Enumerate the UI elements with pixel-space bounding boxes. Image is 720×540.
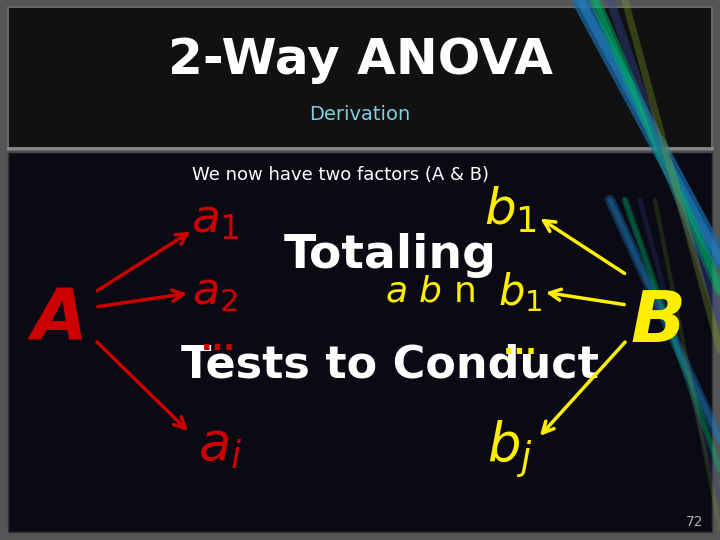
Text: Tests to Conduct: Tests to Conduct <box>181 343 599 387</box>
FancyBboxPatch shape <box>8 7 712 150</box>
Text: $a_2$: $a_2$ <box>192 271 238 314</box>
Text: $a_i$: $a_i$ <box>198 419 242 471</box>
Text: $b_j$: $b_j$ <box>487 419 533 481</box>
Text: $b_1$: $b_1$ <box>498 270 542 314</box>
Text: A: A <box>32 286 88 354</box>
Text: We now have two factors (A & B): We now have two factors (A & B) <box>192 166 488 184</box>
FancyBboxPatch shape <box>8 152 712 532</box>
Text: Derivation: Derivation <box>310 105 410 125</box>
Text: 2-Way ANOVA: 2-Way ANOVA <box>168 36 552 84</box>
Text: $a_1$: $a_1$ <box>191 198 240 242</box>
Text: Totaling: Totaling <box>284 233 497 278</box>
Text: $a\ b\ \mathrm{n}$: $a\ b\ \mathrm{n}$ <box>385 275 475 309</box>
Text: ...: ... <box>201 327 235 356</box>
Text: B: B <box>631 287 685 356</box>
Text: ...: ... <box>503 330 537 360</box>
Text: 72: 72 <box>686 515 703 529</box>
Text: $b_1$: $b_1$ <box>484 185 536 235</box>
